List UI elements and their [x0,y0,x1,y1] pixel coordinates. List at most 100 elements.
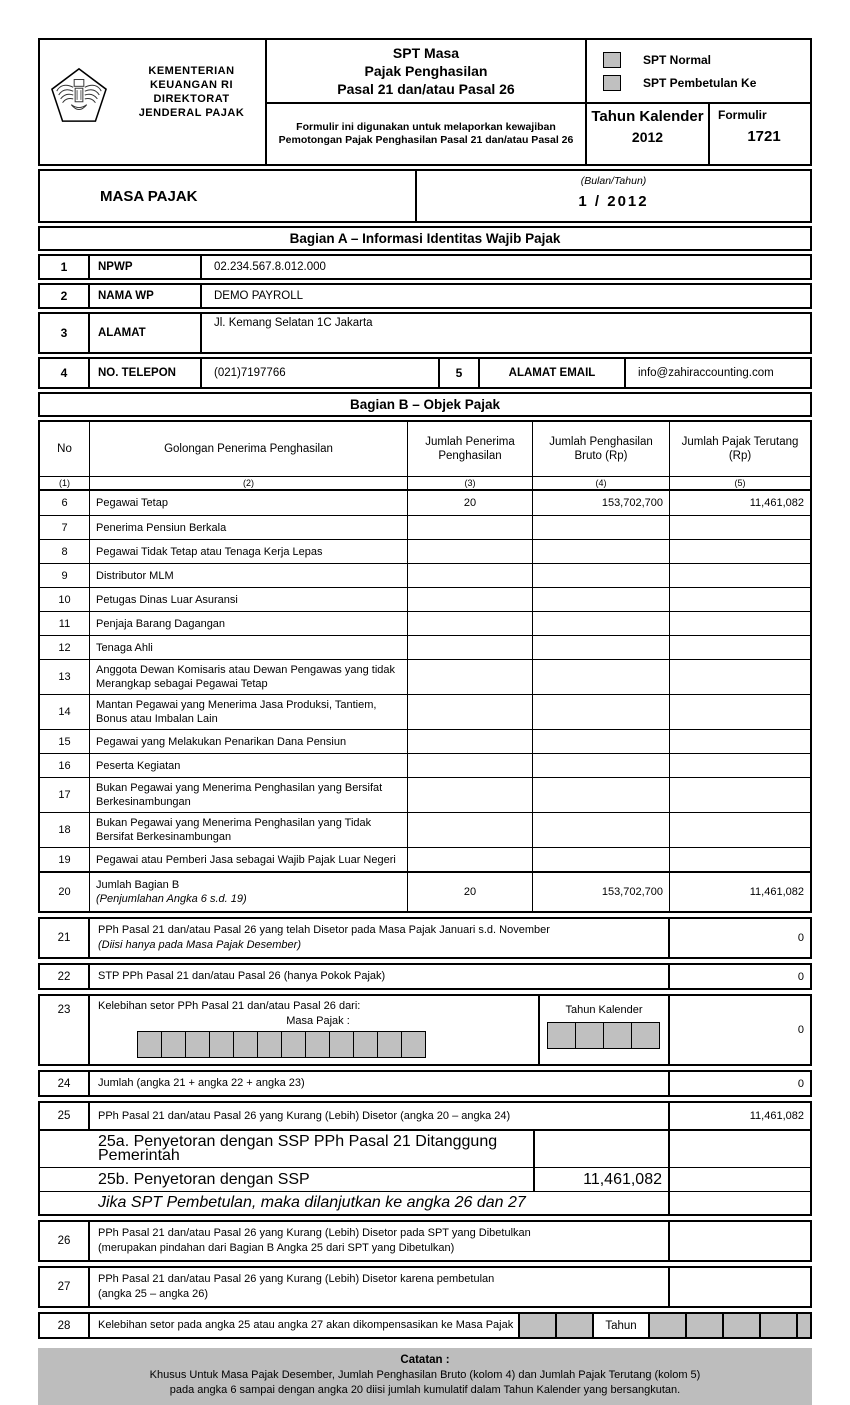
bruto-cell[interactable] [533,660,670,694]
row-27-value[interactable] [668,1268,810,1306]
alamat-value[interactable]: Jl. Kemang Selatan 1C Jakarta [214,317,373,329]
row-23-label-area: Kelebihan setor PPh Pasal 21 dan/atau Pa… [90,996,538,1064]
catatan-title: Catatan : [400,1354,450,1366]
row-23-value[interactable]: 0 [668,996,810,1064]
row-24-value[interactable]: 0 [668,1072,810,1095]
digit-box[interactable] [161,1031,186,1058]
terutang-cell[interactable] [670,754,810,777]
row-22-value[interactable]: 0 [668,965,810,988]
digit-box[interactable] [353,1031,378,1058]
bruto-cell[interactable] [533,516,670,539]
row-number: 6 [40,491,90,515]
digit-box[interactable] [329,1031,354,1058]
masa-digit-box[interactable] [557,1314,594,1337]
digit-box[interactable] [305,1031,330,1058]
title-cell: SPT Masa Pajak Penghasilan Pasal 21 dan/… [267,40,587,164]
bruto-cell[interactable] [533,612,670,635]
bagian-b-title: Bagian B – Objek Pajak [38,392,812,417]
terutang-cell[interactable] [670,730,810,753]
masa-pajak-value[interactable]: 1 / 2012 [578,193,649,210]
header-right: SPT Normal SPT Pembetulan Ke Tahun Kalen… [587,40,810,164]
table-row: 6 Pegawai Tetap 20 153,702,700 11,461,08… [40,491,810,515]
row-number: 22 [40,965,90,988]
bruto-cell[interactable] [533,754,670,777]
form-title: SPT Masa Pajak Penghasilan Pasal 21 dan/… [267,40,585,104]
spt-pembetulan-checkbox[interactable] [603,74,621,91]
jumlah-penerima-cell[interactable] [408,588,533,611]
terutang-cell[interactable] [670,540,810,563]
row-number: 4 [40,359,90,387]
col-num: (2) [90,477,408,489]
digit-box[interactable] [281,1031,306,1058]
terutang-cell[interactable] [670,848,810,871]
jumlah-penerima-cell[interactable]: 20 [408,491,533,515]
terutang-cell[interactable] [670,588,810,611]
row-number: 12 [40,636,90,659]
row-21-line1: PPh Pasal 21 dan/atau Pasal 26 yang tela… [98,924,550,936]
npwp-value[interactable]: 02.234.567.8.012.000 [214,261,326,273]
terutang-cell[interactable] [670,660,810,694]
row-label: Pegawai yang Melakukan Penarikan Dana Pe… [90,730,408,753]
jumlah-penerima-cell[interactable] [408,848,533,871]
jumlah-penerima-cell[interactable] [408,695,533,729]
jumlah-penerima-cell[interactable] [408,813,533,847]
digit-box[interactable] [137,1031,162,1058]
digit-box[interactable] [233,1031,258,1058]
terutang-cell[interactable] [670,636,810,659]
tahun-digit-box[interactable] [650,1314,687,1337]
jumlah-penerima-cell[interactable] [408,540,533,563]
table-row: 19 Pegawai atau Pemberi Jasa sebagai Waj… [40,847,810,871]
row-25-value[interactable]: 11,461,082 [668,1103,810,1129]
row-25b-value[interactable]: 11,461,082 [533,1168,668,1191]
digit-box[interactable] [257,1031,282,1058]
row-number: 2 [40,285,90,307]
bruto-cell[interactable] [533,813,670,847]
digit-box[interactable] [185,1031,210,1058]
jumlah-penerima-cell[interactable] [408,516,533,539]
terutang-cell[interactable] [670,612,810,635]
npwp-row: 1 NPWP 02.234.567.8.012.000 [38,254,812,280]
bruto-cell[interactable] [533,778,670,812]
terutang-cell[interactable] [670,564,810,587]
row-number: 13 [40,660,90,694]
jumlah-penerima-cell[interactable] [408,660,533,694]
bruto-cell[interactable] [533,848,670,871]
bruto-cell[interactable] [533,588,670,611]
telepon-value[interactable]: (021)7197766 [202,359,440,387]
digit-box[interactable] [401,1031,426,1058]
bruto-cell[interactable] [533,564,670,587]
bruto-cell[interactable] [533,540,670,563]
digit-box[interactable] [631,1022,660,1049]
jumlah-penerima-cell[interactable] [408,730,533,753]
jumlah-penerima-cell[interactable] [408,778,533,812]
row-21-value[interactable]: 0 [668,919,810,957]
digit-box[interactable] [209,1031,234,1058]
digit-box[interactable] [377,1031,402,1058]
row-26-value[interactable] [668,1222,810,1260]
email-value[interactable]: info@zahiraccounting.com [638,367,774,379]
terutang-cell[interactable]: 11,461,082 [749,497,804,509]
bruto-cell[interactable] [533,695,670,729]
terutang-cell[interactable] [670,813,810,847]
jumlah-penerima-cell[interactable] [408,636,533,659]
terutang-cell[interactable] [670,778,810,812]
masa-digit-box[interactable] [520,1314,557,1337]
tahun-digit-box[interactable] [687,1314,724,1337]
jumlah-label-sub: (Penjumlahan Angka 6 s.d. 19) [96,893,247,905]
terutang-cell[interactable] [670,695,810,729]
nama-wp-value[interactable]: DEMO PAYROLL [214,290,304,302]
bruto-cell[interactable] [533,730,670,753]
terutang-cell[interactable] [670,516,810,539]
spt-normal-checkbox[interactable] [603,51,621,68]
bruto-cell[interactable]: 153,702,700 [533,491,670,515]
digit-box[interactable] [603,1022,632,1049]
tahun-digit-box[interactable] [724,1314,761,1337]
jumlah-penerima-cell[interactable] [408,754,533,777]
jumlah-penerima-cell[interactable] [408,564,533,587]
digit-box[interactable] [547,1022,576,1049]
bruto-cell[interactable] [533,636,670,659]
tahun-digit-box[interactable] [761,1314,798,1337]
digit-box[interactable] [575,1022,604,1049]
jumlah-penerima-cell[interactable] [408,612,533,635]
row-25a-value[interactable] [533,1131,668,1167]
